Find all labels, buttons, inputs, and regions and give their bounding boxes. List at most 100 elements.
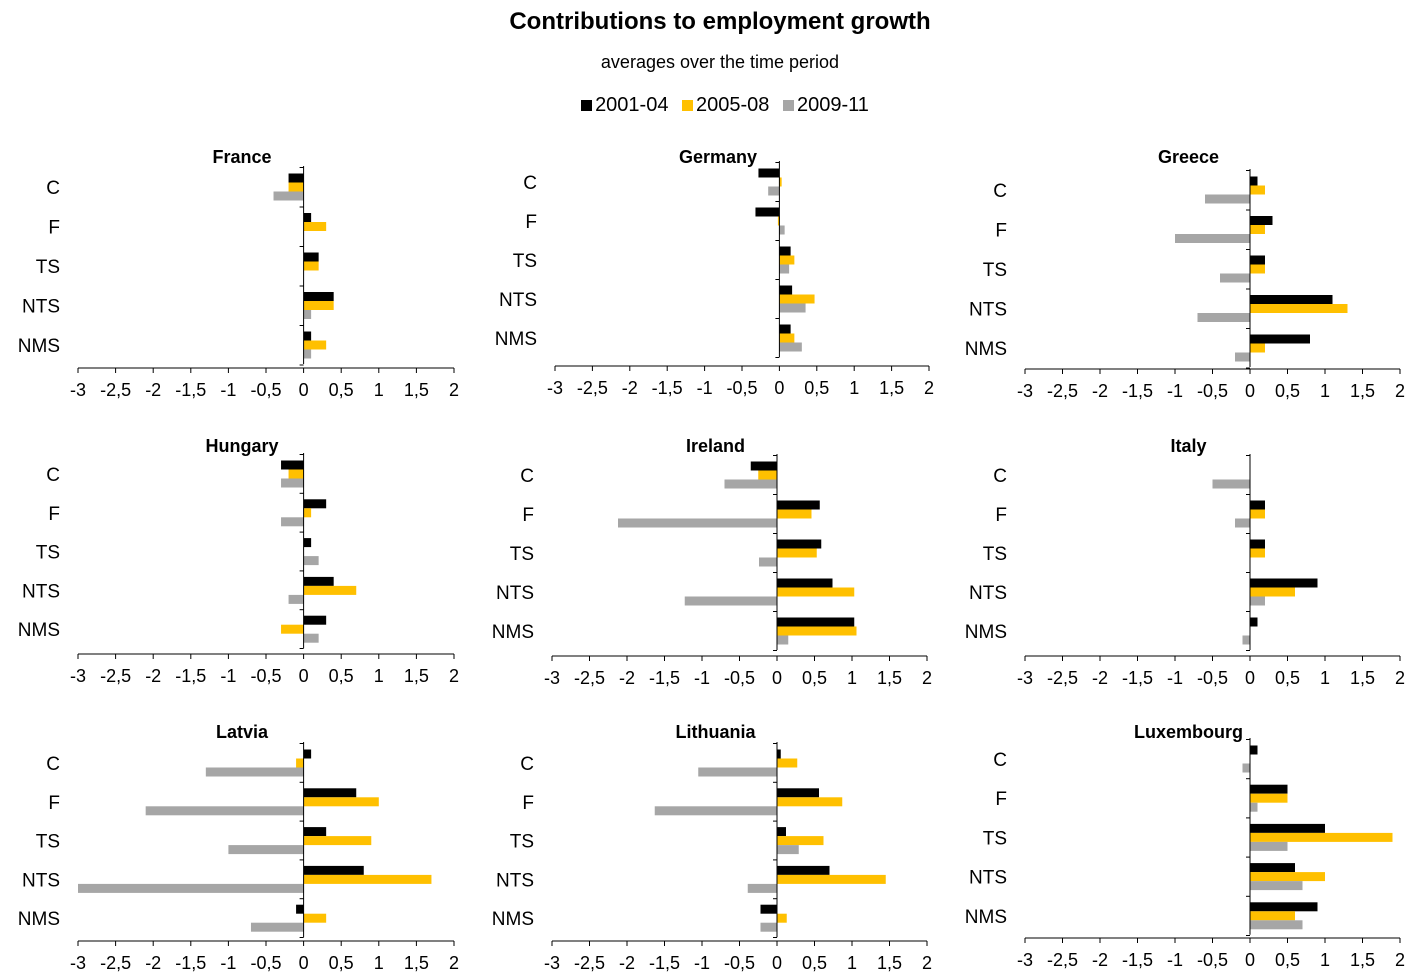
bar-2009-11 [777, 845, 799, 855]
bar-2001-04 [303, 499, 327, 509]
bar-2009-11 [303, 310, 312, 319]
x-tick-label: -3 [70, 666, 86, 686]
category-label: NTS [969, 583, 1007, 604]
x-tick-label: 2 [449, 380, 459, 400]
x-tick-label: -1 [694, 953, 710, 973]
bar-2001-04 [1250, 334, 1310, 344]
bar-2005-08 [777, 216, 780, 226]
legend: 2001-04 2005-08 2009-11 [0, 94, 1410, 117]
bar-2009-11 [1250, 881, 1303, 891]
bar-2005-08 [1250, 264, 1265, 274]
x-tick-label: -3 [1017, 381, 1033, 401]
bar-2005-08 [303, 301, 334, 310]
category-label: NTS [496, 583, 534, 604]
category-label: F [525, 212, 537, 233]
category-label: TS [36, 832, 60, 853]
x-tick-label: -2,5 [574, 668, 605, 688]
bar-2009-11 [228, 845, 304, 855]
x-tick-label: 0 [772, 953, 782, 973]
bar-2005-08 [1250, 793, 1288, 803]
bar-2001-04 [1250, 784, 1288, 794]
bar-2009-11 [250, 922, 304, 932]
x-tick-label: 2 [449, 953, 459, 973]
x-tick-label: -1 [220, 666, 236, 686]
x-tick-label: -3 [544, 668, 560, 688]
bar-2001-04 [303, 788, 357, 798]
x-tick-label: 1 [847, 668, 857, 688]
bar-2009-11 [654, 806, 777, 816]
bar-2005-08 [779, 294, 815, 304]
category-label: NTS [22, 870, 60, 891]
bar-2001-04 [760, 904, 777, 914]
x-tick-label: -1,5 [652, 378, 683, 398]
category-label: NMS [965, 622, 1007, 643]
x-tick-label: -2 [619, 953, 635, 973]
category-label: C [993, 466, 1007, 487]
bar-2001-04 [303, 576, 334, 586]
x-tick-label: 1 [847, 953, 857, 973]
x-tick-label: 1,5 [404, 380, 429, 400]
x-tick-label: 1,5 [877, 953, 902, 973]
bar-2005-08 [303, 874, 432, 884]
bar-2005-08 [779, 177, 782, 187]
bar-2009-11 [747, 883, 777, 893]
x-tick-label: -3 [1017, 668, 1033, 688]
legend-item-2005-08: 2005-08 [682, 94, 769, 117]
category-label: NTS [496, 870, 534, 891]
bar-2005-08 [303, 913, 327, 923]
bar-2009-11 [1250, 920, 1303, 930]
x-tick-label: 0,5 [802, 668, 827, 688]
bar-2009-11 [1235, 352, 1250, 362]
figure-subtitle: averages over the time period [600, 52, 840, 72]
x-tick-label: -1,5 [175, 953, 206, 973]
x-tick-label: -1 [697, 378, 713, 398]
bar-2001-04 [303, 292, 334, 301]
category-label: NMS [18, 336, 60, 357]
category-label: F [48, 504, 60, 525]
bar-2009-11 [1235, 518, 1250, 528]
x-tick-label: -1,5 [175, 666, 206, 686]
legend-label: 2009-11 [797, 94, 869, 116]
x-tick-label: -3 [1017, 950, 1033, 970]
bar-2001-04 [1250, 176, 1258, 186]
x-tick-label: -0,5 [250, 666, 281, 686]
category-label: NMS [492, 909, 534, 930]
category-label: NMS [965, 339, 1007, 360]
bar-2009-11 [777, 635, 789, 645]
bar-2009-11 [205, 767, 304, 777]
x-tick-label: 1 [1320, 381, 1330, 401]
bar-2001-04 [303, 252, 319, 262]
panel-title: Hungary [205, 436, 278, 456]
category-label: F [995, 505, 1007, 526]
bar-2005-08 [777, 509, 812, 519]
x-tick-label: -3 [70, 380, 86, 400]
legend-swatch [581, 100, 593, 111]
panel-title: Germany [679, 147, 757, 167]
x-tick-label: -1 [694, 668, 710, 688]
x-tick-label: -0,5 [250, 953, 281, 973]
bar-2001-04 [777, 500, 820, 510]
bar-2009-11 [78, 883, 304, 893]
x-tick-label: 1,5 [404, 953, 429, 973]
category-label: C [520, 754, 534, 775]
bar-2009-11 [303, 349, 312, 359]
x-tick-label: 1,5 [1350, 381, 1375, 401]
bar-2005-08 [303, 222, 327, 231]
category-label: TS [36, 257, 60, 278]
bar-2009-11 [281, 517, 304, 527]
x-tick-label: -2 [145, 953, 161, 973]
category-label: F [48, 218, 60, 239]
panel-title: Lithuania [676, 722, 757, 742]
bar-2009-11 [145, 806, 304, 816]
bar-2005-08 [1250, 225, 1265, 234]
x-tick-label: 0,5 [802, 953, 827, 973]
category-label: C [993, 750, 1007, 771]
bar-2001-04 [1250, 745, 1258, 755]
bar-2001-04 [1250, 617, 1258, 627]
category-label: F [48, 793, 60, 814]
category-label: F [522, 793, 534, 814]
bar-2001-04 [303, 331, 312, 341]
x-tick-label: 1,5 [1350, 668, 1375, 688]
category-label: NTS [969, 300, 1007, 321]
